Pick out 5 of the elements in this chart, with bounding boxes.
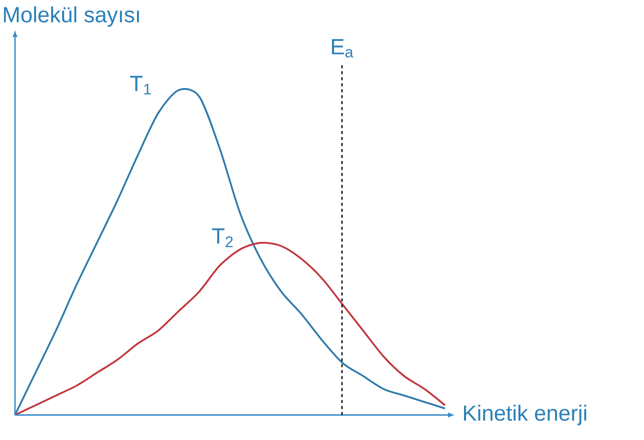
y-axis-title: Molekül sayısı bbox=[4, 6, 139, 27]
series-label: T$_{2}$ bbox=[212, 228, 233, 248]
series-label: T$_{1}$ bbox=[130, 76, 151, 94]
text: E$_{a}$ bbox=[332, 39, 354, 58]
x-axis-title: Kinetik enerji bbox=[464, 404, 586, 426]
